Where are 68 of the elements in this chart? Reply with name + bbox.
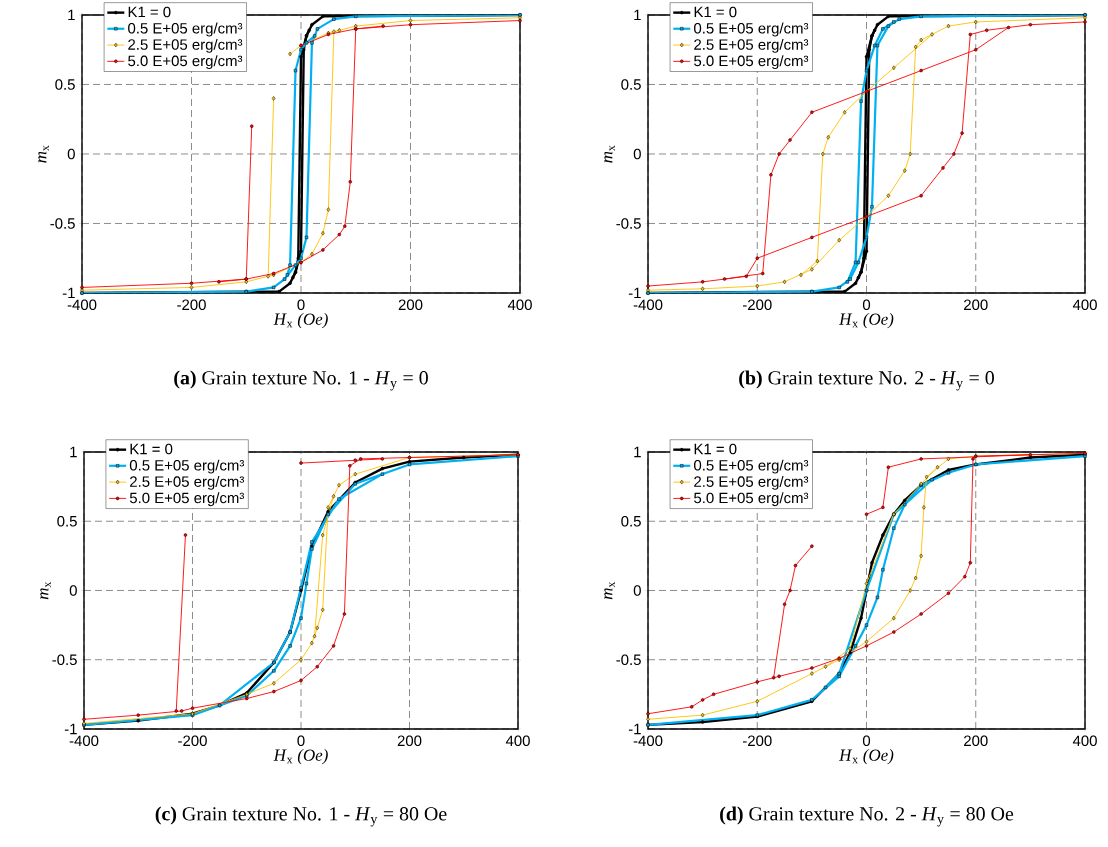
legend-label: 2.5 E+05 erg/cm³	[694, 475, 809, 490]
x-tick-label: -400	[67, 299, 97, 311]
x-axis-title: H$_{x}$ (Oe)	[273, 312, 328, 329]
x-tick-label: -200	[742, 735, 772, 747]
x-axis-title: H$_{x}$ (Oe)	[838, 748, 894, 765]
x-tick-label: 200	[964, 299, 988, 311]
x-tick-label: -400	[633, 299, 663, 311]
y-tick-label: 0	[633, 148, 641, 160]
y-tick-label: 0.5	[621, 515, 641, 527]
x-tick-label: -400	[633, 735, 663, 747]
y-tick-label: -0.5	[616, 654, 641, 666]
text: (a) Grain texture No. 1 - H$_{y}$ = 0	[174, 370, 428, 391]
y-tick-label: 0	[67, 148, 75, 160]
x-tick-label: 400	[507, 299, 532, 311]
y-tick-label: -0.5	[616, 218, 641, 229]
legend-label: K1 = 0	[694, 443, 737, 455]
y-tick-label: 0	[633, 585, 641, 596]
text: (c) Grain texture No. 1 - H$_{y}$ = 80 Oe	[155, 806, 447, 827]
x-tick-label: 0	[297, 299, 305, 311]
x-tick-label: 0	[297, 735, 305, 747]
legend-label: 5.0 E+05 erg/cm³	[129, 492, 245, 507]
x-tick-label: 400	[1072, 735, 1097, 747]
y-tick-label: -1	[64, 723, 77, 735]
legend-label: 2.5 E+05 erg/cm³	[130, 475, 245, 490]
legend-label: 0.5 E+05 erg/cm³	[694, 459, 809, 474]
x-axis-title: H$_{x}$ (Oe)	[273, 748, 328, 765]
y-tick-label: 1	[68, 9, 75, 21]
legend-label: K1 = 0	[128, 6, 171, 18]
text: (b) Grain texture No. 2 - H$_{y}$ = 0	[739, 370, 994, 391]
y-tick-label: 0.5	[621, 79, 641, 90]
y-tick-label: 0.5	[55, 79, 75, 90]
y-tick-label: 0	[69, 585, 77, 596]
x-tick-label: 200	[964, 735, 988, 747]
legend-label: 0.5 E+05 erg/cm³	[128, 22, 243, 37]
x-axis-title: H$_{x}$ (Oe)	[838, 312, 894, 329]
x-tick-label: 400	[1072, 299, 1097, 311]
y-tick-label: -0.5	[52, 654, 77, 666]
legend-label: K1 = 0	[130, 443, 173, 455]
x-tick-label: -400	[69, 735, 99, 747]
x-tick-label: -200	[177, 299, 206, 311]
y-tick-label: -0.5	[50, 218, 75, 229]
legend-label: 2.5 E+05 erg/cm³	[694, 38, 809, 53]
legend-label: 0.5 E+05 erg/cm³	[694, 22, 809, 37]
x-tick-label: 200	[397, 735, 422, 747]
x-tick-label: 0	[862, 299, 871, 311]
legend-label: 5.0 E+05 erg/cm³	[694, 492, 809, 507]
x-tick-label: 200	[398, 299, 423, 311]
legend-label: K1 = 0	[694, 6, 737, 18]
legend-label: 2.5 E+05 erg/cm³	[128, 38, 243, 53]
x-tick-label: -200	[178, 735, 207, 747]
legend-label: 0.5 E+05 erg/cm³	[129, 459, 245, 474]
y-axis-title: m$_{x}$	[40, 581, 51, 600]
x-tick-label: 400	[505, 735, 530, 747]
text: (d) Grain texture No. 2 - H$_{y}$ = 80 Oe	[720, 806, 1014, 827]
x-tick-label: 0	[862, 735, 871, 747]
y-tick-label: 1	[634, 446, 641, 458]
legend-label: 5.0 E+05 erg/cm³	[694, 55, 809, 70]
y-tick-label: -1	[628, 723, 641, 735]
y-tick-label: -1	[628, 287, 641, 299]
y-tick-label: 1	[634, 9, 641, 21]
y-tick-label: -1	[62, 287, 75, 299]
y-axis-title: m$_{x}$	[38, 145, 49, 163]
x-tick-label: -200	[742, 299, 772, 311]
y-tick-label: 1	[70, 446, 77, 458]
y-tick-label: 0.5	[57, 515, 77, 527]
legend-label: 5.0 E+05 erg/cm³	[128, 55, 243, 70]
y-axis-title: m$_{x}$	[604, 581, 615, 600]
y-axis-title: m$_{x}$	[604, 145, 615, 163]
